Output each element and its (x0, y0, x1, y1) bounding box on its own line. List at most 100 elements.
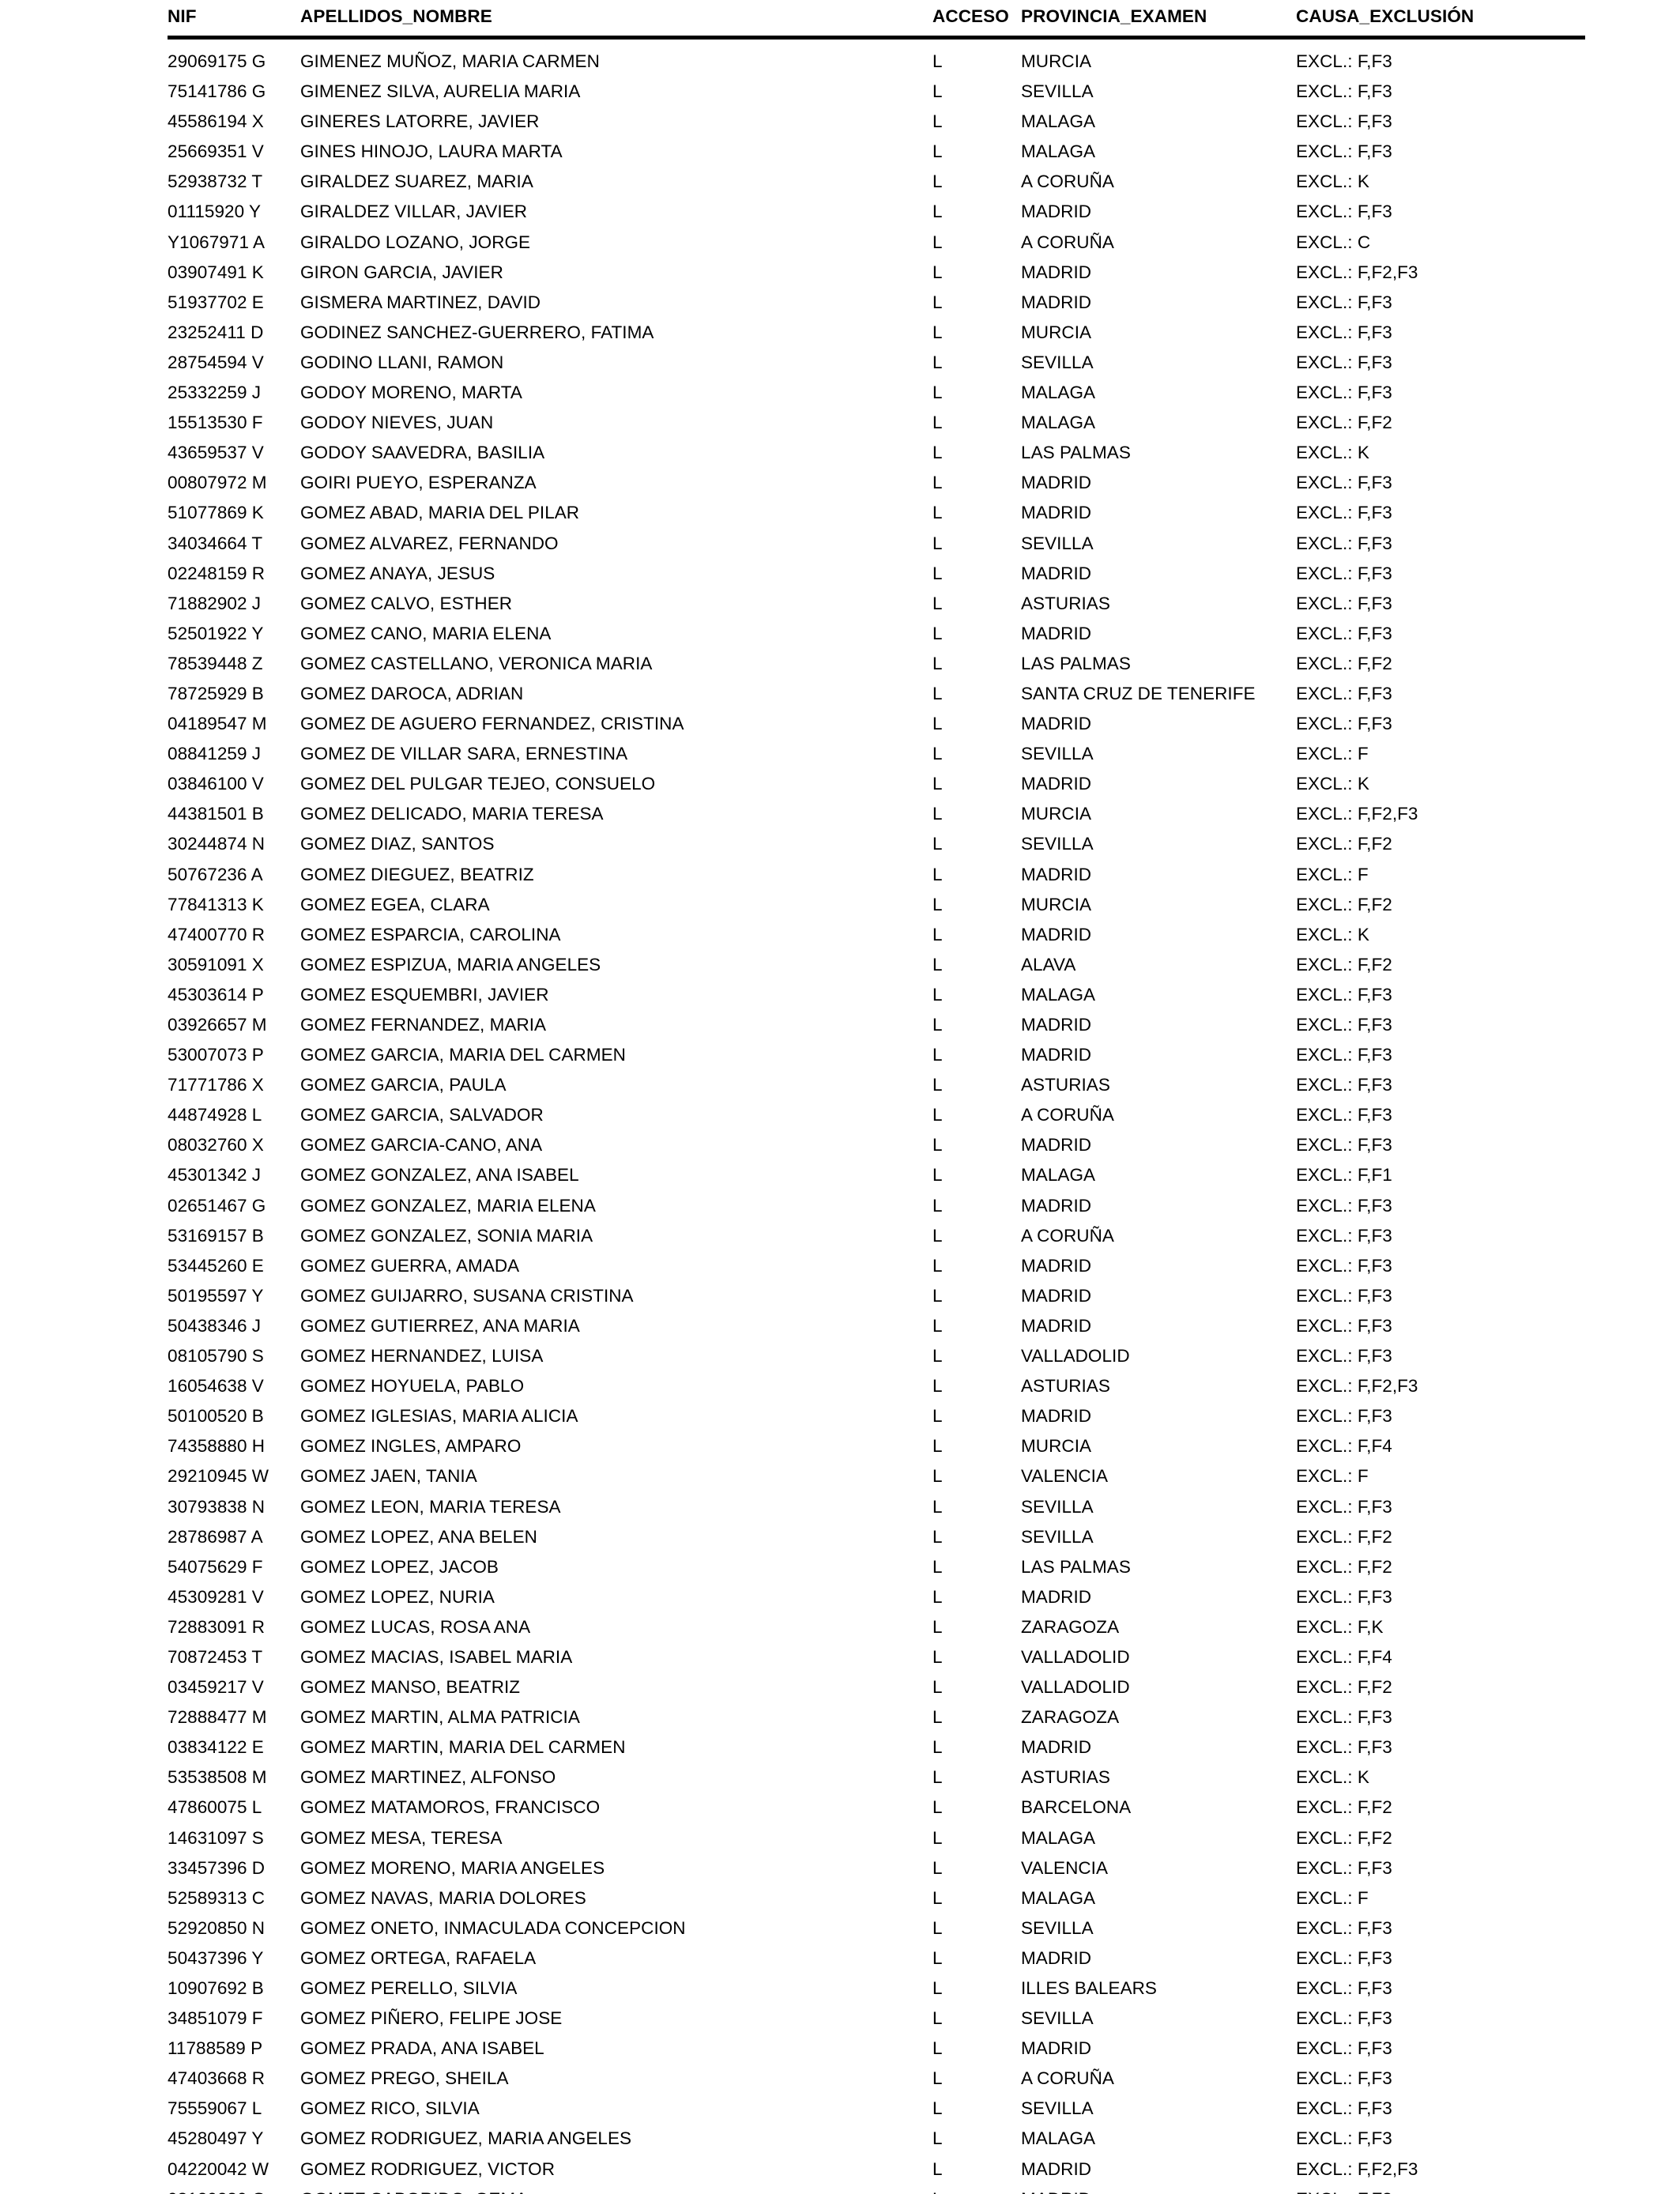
cell-nif: 34034664 T (168, 533, 263, 553)
cell-causa: EXCL.: F,F3 (1296, 533, 1392, 553)
cell-nombre: GOMEZ DELICADO, MARIA TERESA (300, 804, 604, 824)
exclusions-table: NIF APELLIDOS_NOMBRE ACCESO PROVINCIA_EX… (168, 6, 1585, 2194)
cell-acceso: L (932, 1586, 943, 1607)
cell-acceso: L (932, 1556, 943, 1577)
cell-nif: 16054638 V (168, 1376, 264, 1397)
cell-provincia: ZARAGOZA (1021, 1707, 1120, 1728)
cell-provincia: MALAGA (1021, 1887, 1096, 1908)
cell-acceso: L (932, 443, 943, 463)
cell-nif: 25332259 J (168, 383, 262, 403)
cell-provincia: MADRID (1021, 1406, 1092, 1427)
table-row: 11788589 P GOMEZ PRADA, ANA ISABEL L MADRID… (168, 2034, 1585, 2064)
cell-nif: 78539448 Z (168, 653, 263, 673)
cell-provincia: MALAGA (1021, 141, 1096, 162)
cell-provincia: MURCIA (1021, 804, 1092, 824)
cell-provincia: MADRID (1021, 503, 1092, 523)
cell-causa: EXCL.: F (1296, 744, 1369, 764)
cell-nif: 08841259 J (168, 744, 262, 764)
cell-acceso: L (932, 1466, 943, 1487)
cell-nif: 72883091 R (168, 1616, 266, 1637)
cell-nif: 04220042 W (168, 2158, 269, 2179)
cell-provincia: MADRID (1021, 202, 1092, 222)
cell-nif: 52938732 T (168, 172, 263, 192)
cell-nombre: GOMEZ ESPIZUA, MARIA ANGELES (300, 954, 601, 974)
cell-acceso: L (932, 623, 943, 643)
cell-nombre: GOMEZ PIÑERO, FELIPE JOSE (300, 2008, 563, 2029)
cell-nombre: GOMEZ ONETO, INMACULADA CONCEPCION (300, 1917, 686, 1938)
cell-causa: EXCL.: F,F2 (1296, 1677, 1392, 1698)
cell-nif: 25669351 V (168, 141, 264, 162)
cell-acceso: L (932, 262, 943, 282)
cell-provincia: SEVILLA (1021, 744, 1094, 764)
cell-causa: EXCL.: F,F2 (1296, 834, 1392, 854)
table-row: 71882902 J GOMEZ CALVO, ESTHER L ASTURIAS EX… (168, 589, 1585, 619)
cell-nif: 02651467 G (168, 1195, 266, 1216)
cell-causa: EXCL.: F,F3 (1296, 51, 1392, 71)
cell-provincia: MADRID (1021, 1315, 1092, 1336)
cell-provincia: MURCIA (1021, 322, 1092, 342)
cell-provincia: MADRID (1021, 292, 1092, 312)
table-row: 45280497 Y GOMEZ RODRIGUEZ, MARIA ANGELES… (168, 2124, 1585, 2154)
cell-nombre: GOMEZ GARCIA-CANO, ANA (300, 1135, 543, 1155)
column-header-nif: NIF (168, 6, 197, 26)
cell-nif: 53169157 B (168, 1225, 264, 1246)
cell-provincia: ASTURIAS (1021, 593, 1110, 613)
cell-provincia: VALLADOLID (1021, 1677, 1130, 1698)
cell-causa: EXCL.: F (1296, 1466, 1369, 1487)
cell-provincia: MADRID (1021, 1947, 1092, 1968)
table-row: 10907692 B GOMEZ PERELLO, SILVIA L ILLES BA… (168, 1973, 1585, 2004)
cell-acceso: L (932, 563, 943, 583)
cell-acceso: L (932, 774, 943, 794)
column-header-causa: CAUSA_EXCLUSIÓN (1296, 6, 1475, 26)
cell-nif: 01115920 Y (168, 202, 262, 222)
table-row: 52501922 Y GOMEZ CANO, MARIA ELENA L MADRID… (168, 619, 1585, 649)
cell-nif: 50100520 B (168, 1406, 264, 1427)
cell-provincia: MALAGA (1021, 1827, 1096, 1848)
cell-acceso: L (932, 653, 943, 673)
cell-causa: EXCL.: F,F3 (1296, 473, 1392, 493)
cell-causa: EXCL.: F,F3 (1296, 111, 1392, 132)
cell-acceso: L (932, 141, 943, 162)
cell-causa: EXCL.: F,F2 (1296, 894, 1392, 914)
cell-nif: 74358880 H (168, 1436, 266, 1457)
cell-nif: 11788589 P (168, 2038, 263, 2059)
cell-provincia: VALENCIA (1021, 1466, 1109, 1487)
cell-causa: EXCL.: F,F2 (1296, 413, 1392, 433)
cell-acceso: L (932, 2158, 943, 2179)
cell-nif: 34851079 F (168, 2008, 263, 2029)
table-row: 45309281 V GOMEZ LOPEZ, NURIA L MADRID EXCL.… (168, 1582, 1585, 1612)
cell-provincia: SEVILLA (1021, 834, 1094, 854)
cell-nif: 03907491 K (168, 262, 264, 282)
cell-nombre: GODOY SAAVEDRA, BASILIA (300, 443, 545, 463)
cell-nombre: GOMEZ DE VILLAR SARA, ERNESTINA (300, 744, 628, 764)
cell-nombre: GOMEZ RODRIGUEZ, MARIA ANGELES (300, 2128, 632, 2149)
table-row: 51937702 E GISMERA MARTINEZ, DAVID L MADRID… (168, 288, 1585, 318)
table-row: 34034664 T GOMEZ ALVAREZ, FERNANDO L SEVILL… (168, 529, 1585, 559)
table-row: 29210945 W GOMEZ JAEN, TANIA L VALENCIA EXCL… (168, 1461, 1585, 1491)
cell-nif: 71771786 X (168, 1075, 264, 1095)
cell-nif: 52501922 Y (168, 623, 264, 643)
cell-nombre: GOMEZ DEL PULGAR TEJEO, CONSUELO (300, 774, 656, 794)
cell-nombre: GOIRI PUEYO, ESPERANZA (300, 473, 537, 493)
cell-nif: 14631097 S (168, 1827, 264, 1848)
cell-causa: EXCL.: F,F3 (1296, 563, 1392, 583)
cell-acceso: L (932, 1978, 943, 1998)
cell-acceso: L (932, 1947, 943, 1968)
cell-provincia: MADRID (1021, 924, 1092, 944)
cell-causa: EXCL.: F,F2,F3 (1296, 2158, 1418, 2179)
cell-nombre: GOMEZ MATAMOROS, FRANCISCO (300, 1797, 601, 1818)
cell-nif: 77841313 K (168, 894, 264, 914)
table-row: 53538508 M GOMEZ MARTINEZ, ALFONSO L ASTURI… (168, 1762, 1585, 1793)
cell-nombre: GOMEZ FERNANDEZ, MARIA (300, 1015, 547, 1035)
table-row: 44874928 L GOMEZ GARCIA, SALVADOR L A CORUÑ… (168, 1100, 1585, 1130)
cell-nombre: GOMEZ DIEGUEZ, BEATRIZ (300, 864, 534, 884)
cell-nif: 45301342 J (168, 1165, 262, 1186)
cell-acceso: L (932, 1737, 943, 1758)
cell-provincia: VALLADOLID (1021, 1346, 1130, 1367)
cell-acceso: L (932, 1646, 943, 1667)
cell-provincia: SANTA CRUZ DE TENERIFE (1021, 683, 1256, 703)
cell-provincia: MADRID (1021, 1135, 1092, 1155)
table-row: 03846100 V GOMEZ DEL PULGAR TEJEO, CONSUE… (168, 769, 1585, 799)
cell-provincia: MADRID (1021, 2158, 1092, 2179)
cell-nif: 23252411 D (168, 322, 264, 342)
